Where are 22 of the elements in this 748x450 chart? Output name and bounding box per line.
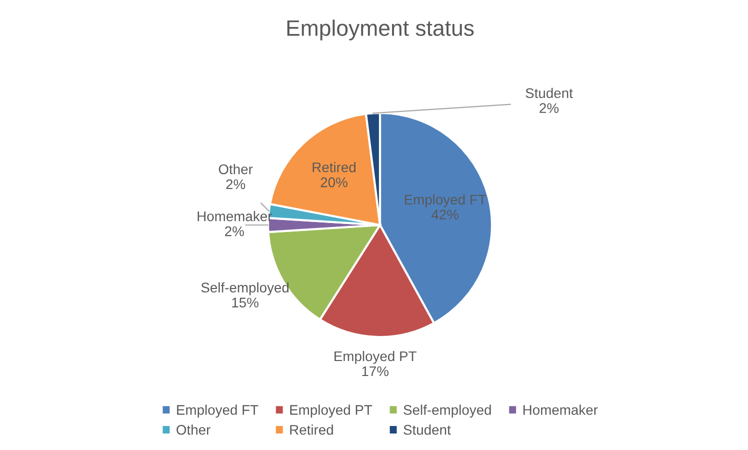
- legend-label: Employed FT: [177, 404, 258, 418]
- legend-label: Employed PT: [290, 404, 372, 418]
- slice-label: Retired: [312, 162, 356, 172]
- slice-label: Other: [218, 164, 253, 174]
- legend-label: Self-employed: [404, 404, 491, 418]
- slice-label: Self-employed: [201, 282, 289, 296]
- data-label: 2%: [226, 179, 246, 190]
- data-label: 2%: [225, 226, 244, 236]
- data-label: 42%: [432, 210, 458, 220]
- data-label: 2%: [540, 103, 559, 113]
- data-label: 15%: [232, 298, 258, 308]
- slice-label: Employed FT: [404, 194, 486, 208]
- data-label: 20%: [320, 177, 348, 188]
- legend-label: Student: [404, 424, 451, 435]
- data-label: 17%: [362, 366, 388, 376]
- legend-label: Other: [176, 424, 210, 435]
- slice-label: Student: [526, 88, 573, 98]
- legend-label: Retired: [290, 424, 333, 435]
- legend-label: Homemaker: [523, 404, 598, 415]
- slice-label: Homemaker: [198, 211, 272, 222]
- slice-label: Employed PT: [334, 350, 416, 364]
- chart-title: Employment status: [287, 20, 474, 40]
